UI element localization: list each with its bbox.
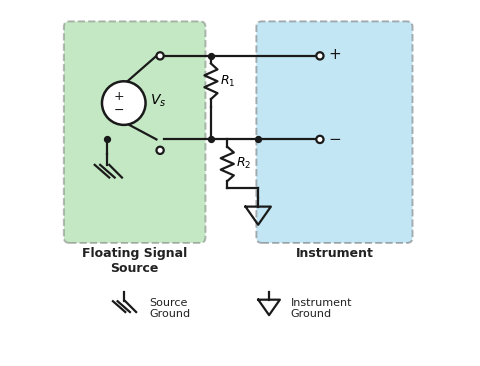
Text: $R_2$: $R_2$: [236, 156, 252, 172]
Text: +: +: [114, 90, 125, 103]
Text: Source
Ground: Source Ground: [149, 298, 190, 319]
FancyBboxPatch shape: [64, 21, 205, 243]
Point: [254, 137, 262, 142]
Text: Floating Signal
Source: Floating Signal Source: [82, 247, 187, 274]
Point: [104, 137, 111, 142]
Text: $R_1$: $R_1$: [220, 74, 236, 89]
Circle shape: [156, 147, 164, 154]
Circle shape: [156, 52, 164, 60]
FancyBboxPatch shape: [256, 21, 412, 243]
Circle shape: [316, 136, 324, 143]
Text: +: +: [328, 46, 341, 61]
Point: [207, 53, 215, 59]
Text: Instrument
Ground: Instrument Ground: [291, 298, 352, 319]
Text: $V_s$: $V_s$: [150, 93, 166, 109]
Point: [207, 137, 215, 142]
Circle shape: [102, 81, 145, 125]
Circle shape: [316, 52, 324, 60]
Text: Instrument: Instrument: [296, 247, 373, 259]
Text: −: −: [328, 132, 341, 147]
Text: −: −: [114, 104, 125, 117]
